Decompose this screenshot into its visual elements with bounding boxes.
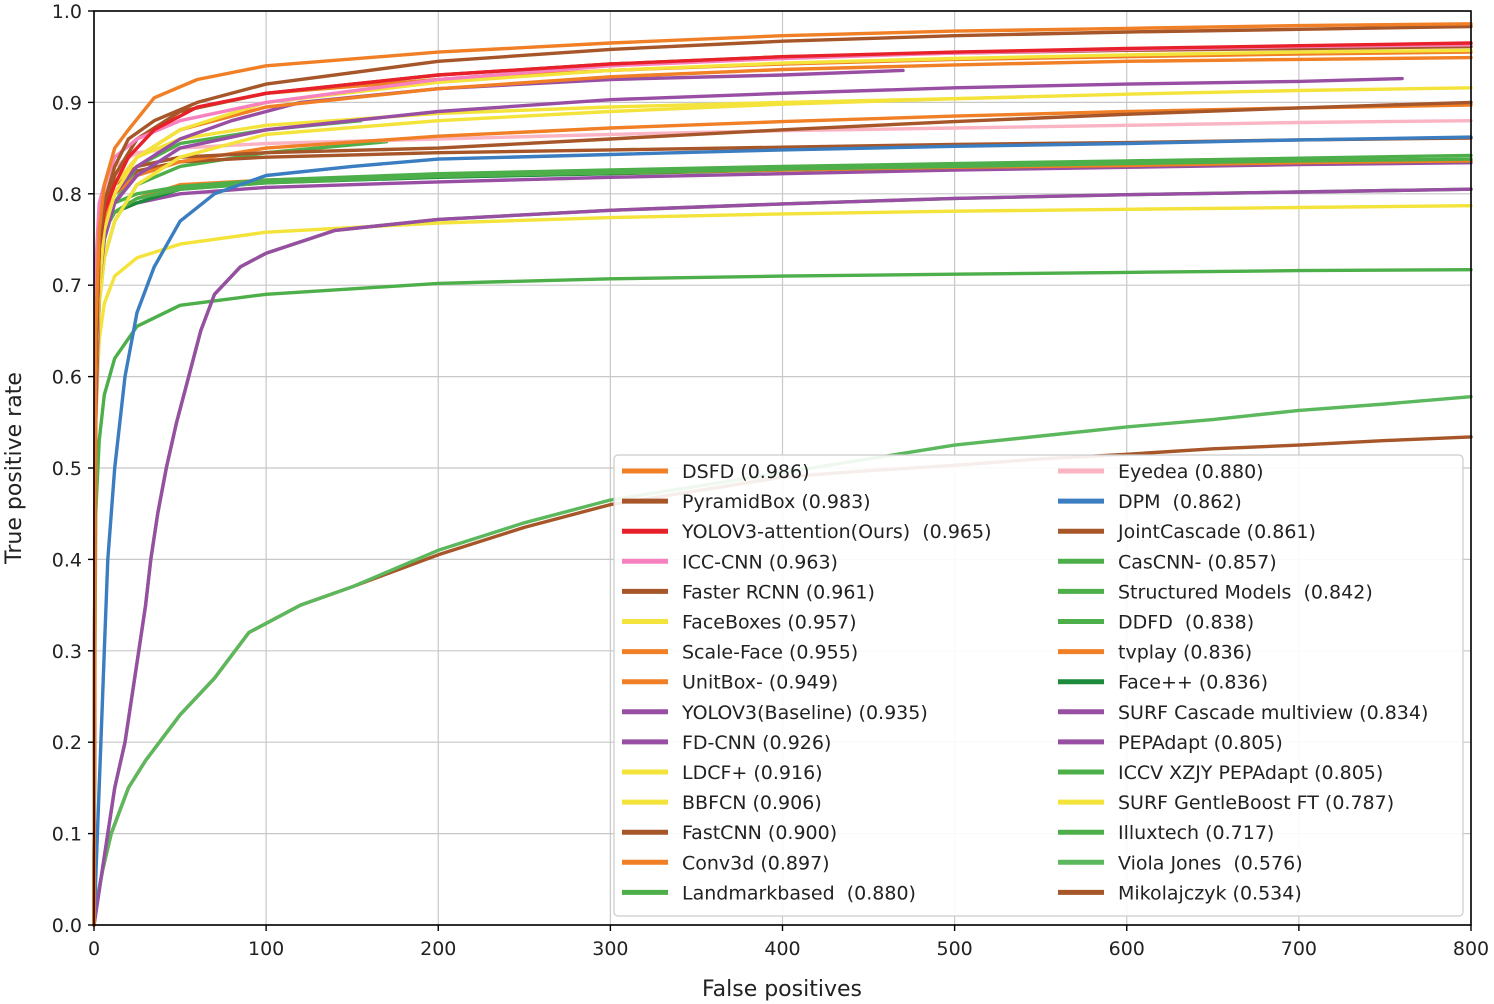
legend-label-26: SURF GentleBoost FT (0.787)	[1118, 792, 1394, 814]
x-axis-label: False positives	[702, 977, 862, 1002]
legend-label-18: CasCNN- (0.857)	[1118, 551, 1277, 573]
legend-label-2: YOLOV3-attention(Ours) (0.965)	[681, 521, 992, 543]
legend-label-15: Eyedea (0.880)	[1118, 461, 1264, 483]
x-tick-label-5: 500	[936, 938, 972, 960]
legend-label-9: FD-CNN (0.926)	[682, 732, 831, 754]
y-tick-label-8: 0.8	[52, 184, 82, 206]
legend-label-16: DPM (0.862)	[1118, 491, 1242, 513]
x-tick-label-2: 200	[420, 938, 456, 960]
y-tick-label-1: 0.1	[52, 824, 82, 846]
y-tick-label-5: 0.5	[52, 458, 82, 480]
legend-label-1: PyramidBox (0.983)	[682, 491, 871, 513]
curves	[92, 22, 1473, 927]
legend-label-24: PEPAdapt (0.805)	[1118, 732, 1283, 754]
y-axis-label: True positive rate	[2, 372, 27, 565]
y-tick-label-0: 0.0	[52, 915, 82, 937]
x-tick-label-0: 0	[88, 938, 100, 960]
legend-label-14: Landmarkbased (0.880)	[682, 882, 916, 904]
legend-label-11: BBFCN (0.906)	[682, 792, 822, 814]
legend-label-5: FaceBoxes (0.957)	[682, 612, 857, 634]
y-axis-ticks: 0.0 0.1 0.2 0.3 0.4 0.5 0.6 0.7 0.8 0.9 1.0	[52, 1, 94, 937]
legend-label-21: tvplay (0.836)	[1118, 642, 1252, 664]
x-tick-label-6: 600	[1109, 938, 1145, 960]
y-tick-label-3: 0.3	[52, 641, 82, 663]
x-tick-label-3: 300	[592, 938, 628, 960]
legend-label-29: Mikolajczyk (0.534)	[1118, 882, 1302, 904]
y-tick-label-4: 0.4	[52, 549, 82, 571]
x-tick-label-4: 400	[764, 938, 800, 960]
curve-27	[92, 268, 1473, 927]
x-tick-label-1: 100	[248, 938, 284, 960]
legend-box	[613, 454, 1464, 917]
curve-16	[92, 135, 1473, 927]
legend-label-27: Illuxtech (0.717)	[1118, 822, 1274, 844]
curve-28	[92, 395, 1473, 927]
legend-label-23: SURF Cascade multiview (0.834)	[1118, 702, 1428, 724]
legend-label-19: Structured Models (0.842)	[1118, 581, 1373, 603]
legend-label-12: FastCNN (0.900)	[682, 822, 837, 844]
legend-label-6: Scale-Face (0.955)	[682, 642, 858, 664]
legend-label-4: Faster RCNN (0.961)	[682, 581, 875, 603]
legend-label-8: YOLOV3(Baseline) (0.935)	[681, 702, 928, 724]
y-tick-label-6: 0.6	[52, 367, 82, 389]
x-axis-ticks: 0 100 200 300 400 500 600 700 800	[88, 925, 1489, 960]
legend-label-20: DDFD (0.838)	[1118, 612, 1254, 634]
legend-label-3: ICC-CNN (0.963)	[682, 551, 838, 573]
legend-label-7: UnitBox- (0.949)	[682, 672, 838, 694]
legend-label-22: Face++ (0.836)	[1118, 672, 1268, 694]
x-tick-label-7: 700	[1281, 938, 1317, 960]
legend: DSFD (0.986) PyramidBox (0.983) YOLOV3-att…	[613, 454, 1464, 917]
legend-label-0: DSFD (0.986)	[682, 461, 810, 483]
y-tick-label-2: 0.2	[52, 732, 82, 754]
y-tick-label-9: 0.9	[52, 92, 82, 114]
legend-label-17: JointCascade (0.861)	[1117, 521, 1316, 543]
legend-label-10: LDCF+ (0.916)	[682, 762, 823, 784]
y-tick-label-10: 1.0	[52, 1, 82, 23]
legend-label-28: Viola Jones (0.576)	[1118, 852, 1303, 874]
curve-24	[92, 187, 1473, 927]
legend-label-13: Conv3d (0.897)	[682, 852, 830, 874]
y-tick-label-7: 0.7	[52, 275, 82, 297]
curve-0	[92, 22, 1473, 927]
legend-label-25: ICCV XZJY PEPAdapt (0.805)	[1118, 762, 1383, 784]
x-tick-label-8: 800	[1453, 938, 1489, 960]
